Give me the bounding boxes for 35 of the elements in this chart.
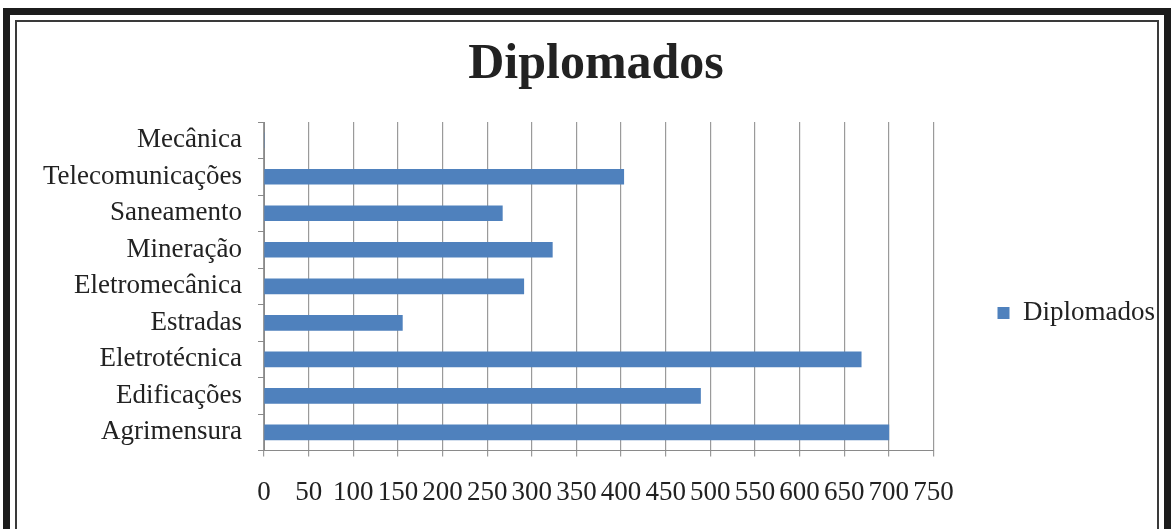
bar xyxy=(264,168,625,185)
bar xyxy=(264,351,862,368)
y-tick-label: Eletromecânica xyxy=(74,269,243,300)
x-tick-label: 550 xyxy=(734,475,776,506)
x-tick-label: 650 xyxy=(823,475,865,506)
x-tick-label: 300 xyxy=(511,475,553,506)
x-tick-label: 250 xyxy=(466,475,508,506)
bar xyxy=(264,205,503,222)
chart-title: Diplomados xyxy=(468,32,724,89)
legend-label: Diplomados xyxy=(1023,296,1156,327)
bar xyxy=(264,388,701,404)
x-tick-label: 350 xyxy=(556,475,597,506)
y-tick-label: Agrimensura xyxy=(101,415,243,446)
y-tick-label: Mecânica xyxy=(137,123,243,154)
bar xyxy=(264,314,403,331)
x-tick-label: 150 xyxy=(377,475,419,506)
x-tick-label: 750 xyxy=(913,475,954,506)
x-tick-label: 600 xyxy=(779,475,820,506)
y-tick-label: Saneamento xyxy=(110,196,243,227)
x-tick-label: 0 xyxy=(257,475,271,506)
y-tick-label: Eletrotécnica xyxy=(99,342,243,373)
x-tick-label: 500 xyxy=(690,475,731,506)
x-tick-label: 100 xyxy=(333,475,374,506)
x-tick-label: 400 xyxy=(600,475,642,506)
bar xyxy=(264,424,890,441)
bar xyxy=(264,278,525,295)
y-tick-label: Edificações xyxy=(116,378,243,409)
x-tick-label: 200 xyxy=(422,475,463,506)
y-tick-label: Estradas xyxy=(150,305,243,336)
x-tick-label: 450 xyxy=(645,475,686,506)
y-tick-label: Mineração xyxy=(126,232,243,263)
y-tick-label: Telecomunicações xyxy=(42,159,243,190)
x-tick-label: 50 xyxy=(295,475,323,506)
bar xyxy=(264,241,553,258)
x-tick-label: 700 xyxy=(868,475,910,506)
